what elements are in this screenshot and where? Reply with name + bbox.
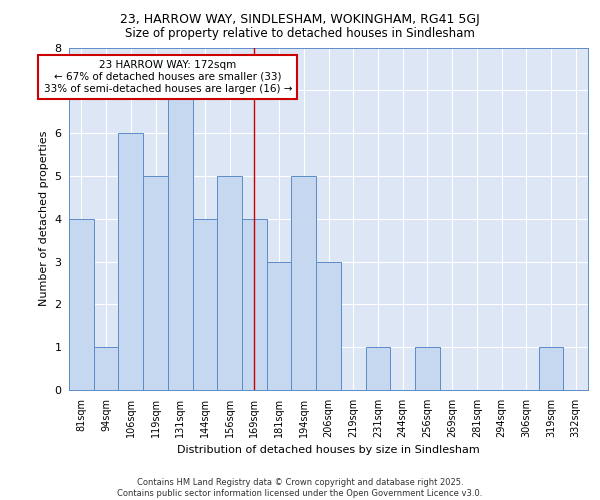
Bar (118, 133, 143, 390)
Bar (94, 347, 118, 390)
Bar (365, 347, 390, 390)
Bar (267, 262, 292, 390)
Y-axis label: Number of detached properties: Number of detached properties (38, 131, 49, 306)
Text: 23 HARROW WAY: 172sqm
← 67% of detached houses are smaller (33)
33% of semi-deta: 23 HARROW WAY: 172sqm ← 67% of detached … (44, 60, 292, 94)
Bar (316, 262, 341, 390)
Bar (242, 219, 267, 390)
Bar (217, 176, 242, 390)
Text: 23, HARROW WAY, SINDLESHAM, WOKINGHAM, RG41 5GJ: 23, HARROW WAY, SINDLESHAM, WOKINGHAM, R… (120, 12, 480, 26)
Bar (168, 90, 193, 390)
X-axis label: Distribution of detached houses by size in Sindlesham: Distribution of detached houses by size … (177, 446, 480, 456)
Bar (539, 347, 563, 390)
Bar (143, 176, 168, 390)
Bar (292, 176, 316, 390)
Text: Size of property relative to detached houses in Sindlesham: Size of property relative to detached ho… (125, 28, 475, 40)
Bar (69, 219, 94, 390)
Bar (193, 219, 217, 390)
Text: Contains HM Land Registry data © Crown copyright and database right 2025.
Contai: Contains HM Land Registry data © Crown c… (118, 478, 482, 498)
Bar (415, 347, 440, 390)
